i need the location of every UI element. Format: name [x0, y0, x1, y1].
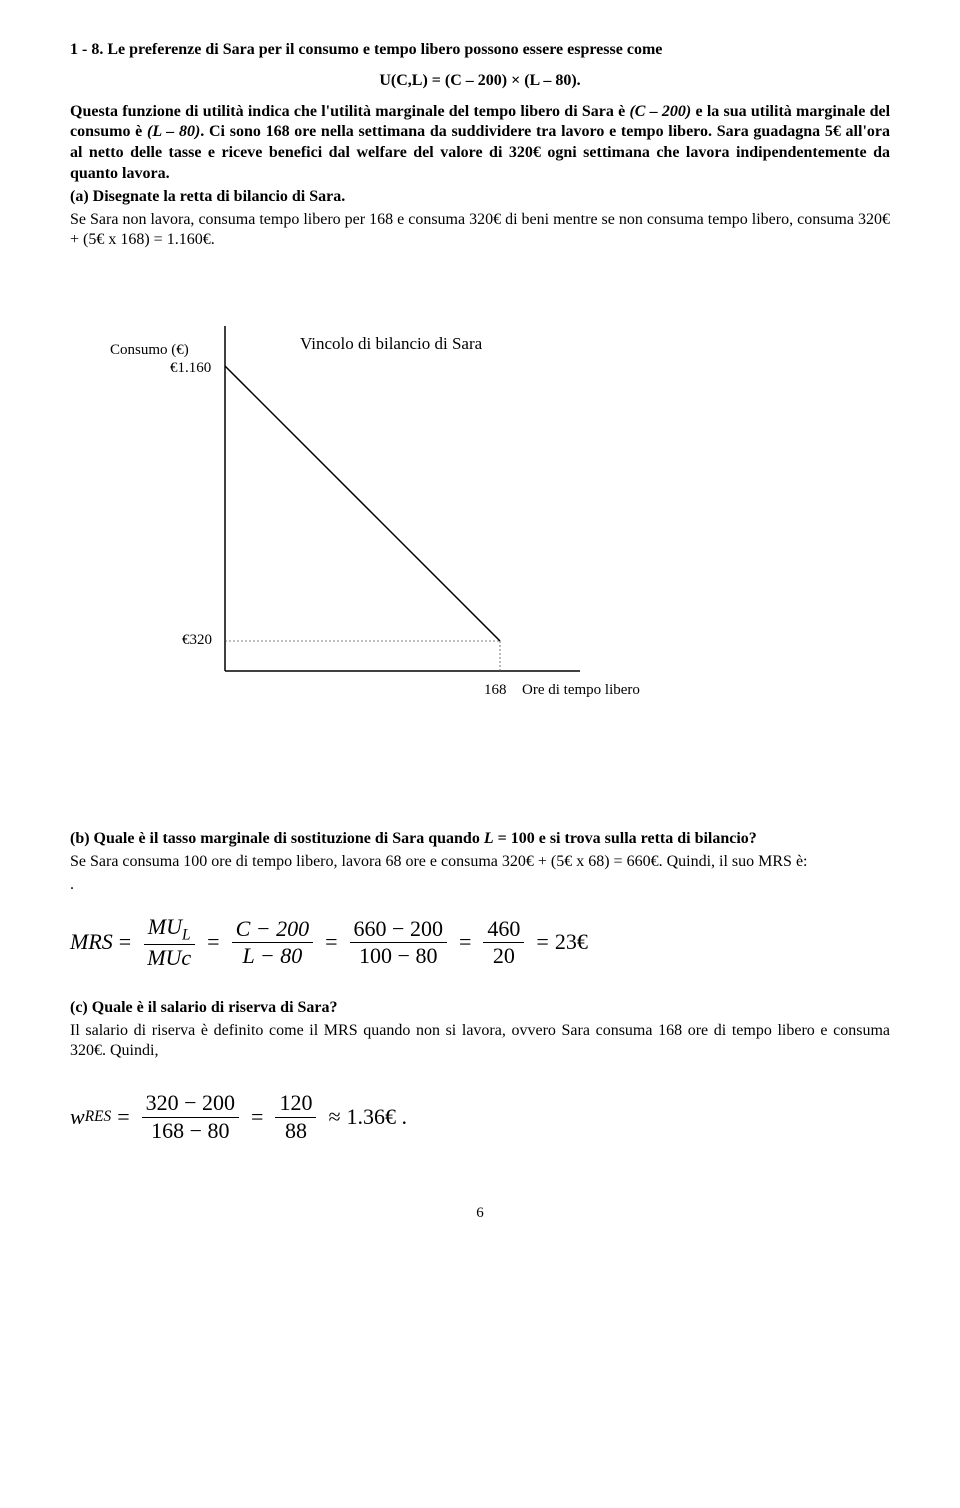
- part-b-title-1: (b) Quale è il tasso marginale di sostit…: [70, 830, 484, 847]
- part-b-text: Se Sara consuma 100 ore di tempo libero,…: [70, 852, 890, 873]
- mrs-f2-num: C − 200: [232, 916, 314, 943]
- chart-y-top-tick: €1.160: [170, 359, 211, 379]
- mrs-f2-den: L − 80: [239, 943, 307, 969]
- budget-line: [225, 366, 500, 641]
- chart-x-tick: 168: [484, 681, 507, 701]
- mrs-rhs: 23€: [555, 928, 588, 957]
- chart-y-bottom-tick: €320: [182, 631, 212, 651]
- wres-lhs-sub: RES: [85, 1107, 112, 1127]
- wres-equation: wRES = 320 − 200 168 − 80 = 120 88 ≈ 1.3…: [70, 1090, 890, 1144]
- mrs-frac-4: 460 20: [483, 916, 524, 970]
- wres-f2-num: 120: [275, 1090, 316, 1117]
- problem-heading: 1 - 8. Le preferenze di Sara per il cons…: [70, 40, 890, 61]
- mrs-lhs: MRS: [70, 928, 113, 957]
- mrs-frac-1: MUL MUc: [143, 914, 195, 972]
- intro-paragraph: Questa funzione di utilità indica che l'…: [70, 102, 890, 185]
- part-b-title-2: = 100 e si trova sulla retta di bilancio…: [494, 830, 757, 847]
- mrs-frac-3: 660 − 200 100 − 80: [350, 916, 447, 970]
- part-c-text: Il salario di riserva è definito come il…: [70, 1021, 890, 1063]
- part-a-text: Se Sara non lavora, consuma tempo libero…: [70, 210, 890, 252]
- mrs-f1-num-sub: L: [182, 926, 191, 943]
- budget-line-chart: Consumo (€) Vincolo di bilancio di Sara …: [110, 301, 630, 741]
- wres-f2-den: 88: [281, 1118, 311, 1144]
- page-number: 6: [70, 1204, 890, 1224]
- part-c-title: (c) Quale è il salario di riserva di Sar…: [70, 998, 890, 1019]
- wres-frac-1: 320 − 200 168 − 80: [142, 1090, 239, 1144]
- mrs-f4-num: 460: [483, 916, 524, 943]
- wres-f1-num: 320 − 200: [142, 1090, 239, 1117]
- chart-x-axis-label: Ore di tempo libero: [522, 681, 640, 701]
- intro-text-1: Questa funzione di utilità indica che l'…: [70, 103, 629, 120]
- mrs-equation: MRS = MUL MUc = C − 200 L − 80 = 660 − 2…: [70, 914, 890, 972]
- mrs-f1-den: MUc: [143, 945, 195, 971]
- dot-line: .: [70, 875, 890, 896]
- wres-f1-den: 168 − 80: [147, 1118, 233, 1144]
- mrs-f1-num: MU: [148, 914, 182, 939]
- mrs-f4-den: 20: [489, 943, 519, 969]
- part-b-title: (b) Quale è il tasso marginale di sostit…: [70, 829, 890, 850]
- chart-y-axis-label: Consumo (€): [110, 341, 189, 361]
- utility-formula: U(C,L) = (C – 200) × (L – 80).: [70, 71, 890, 92]
- wres-rhs: 1.36€: [347, 1103, 397, 1132]
- wres-lhs: w: [70, 1103, 85, 1132]
- mrs-f3-den: 100 − 80: [355, 943, 441, 969]
- part-a-title: (a) Disegnate la retta di bilancio di Sa…: [70, 187, 890, 208]
- mrs-f3-num: 660 − 200: [350, 916, 447, 943]
- wres-frac-2: 120 88: [275, 1090, 316, 1144]
- mrs-frac-2: C − 200 L − 80: [232, 916, 314, 970]
- chart-title: Vincolo di bilancio di Sara: [300, 333, 482, 355]
- part-b-title-em: L: [484, 830, 494, 847]
- intro-em-1: (C – 200): [629, 103, 691, 120]
- intro-em-2: (L – 80): [147, 123, 200, 140]
